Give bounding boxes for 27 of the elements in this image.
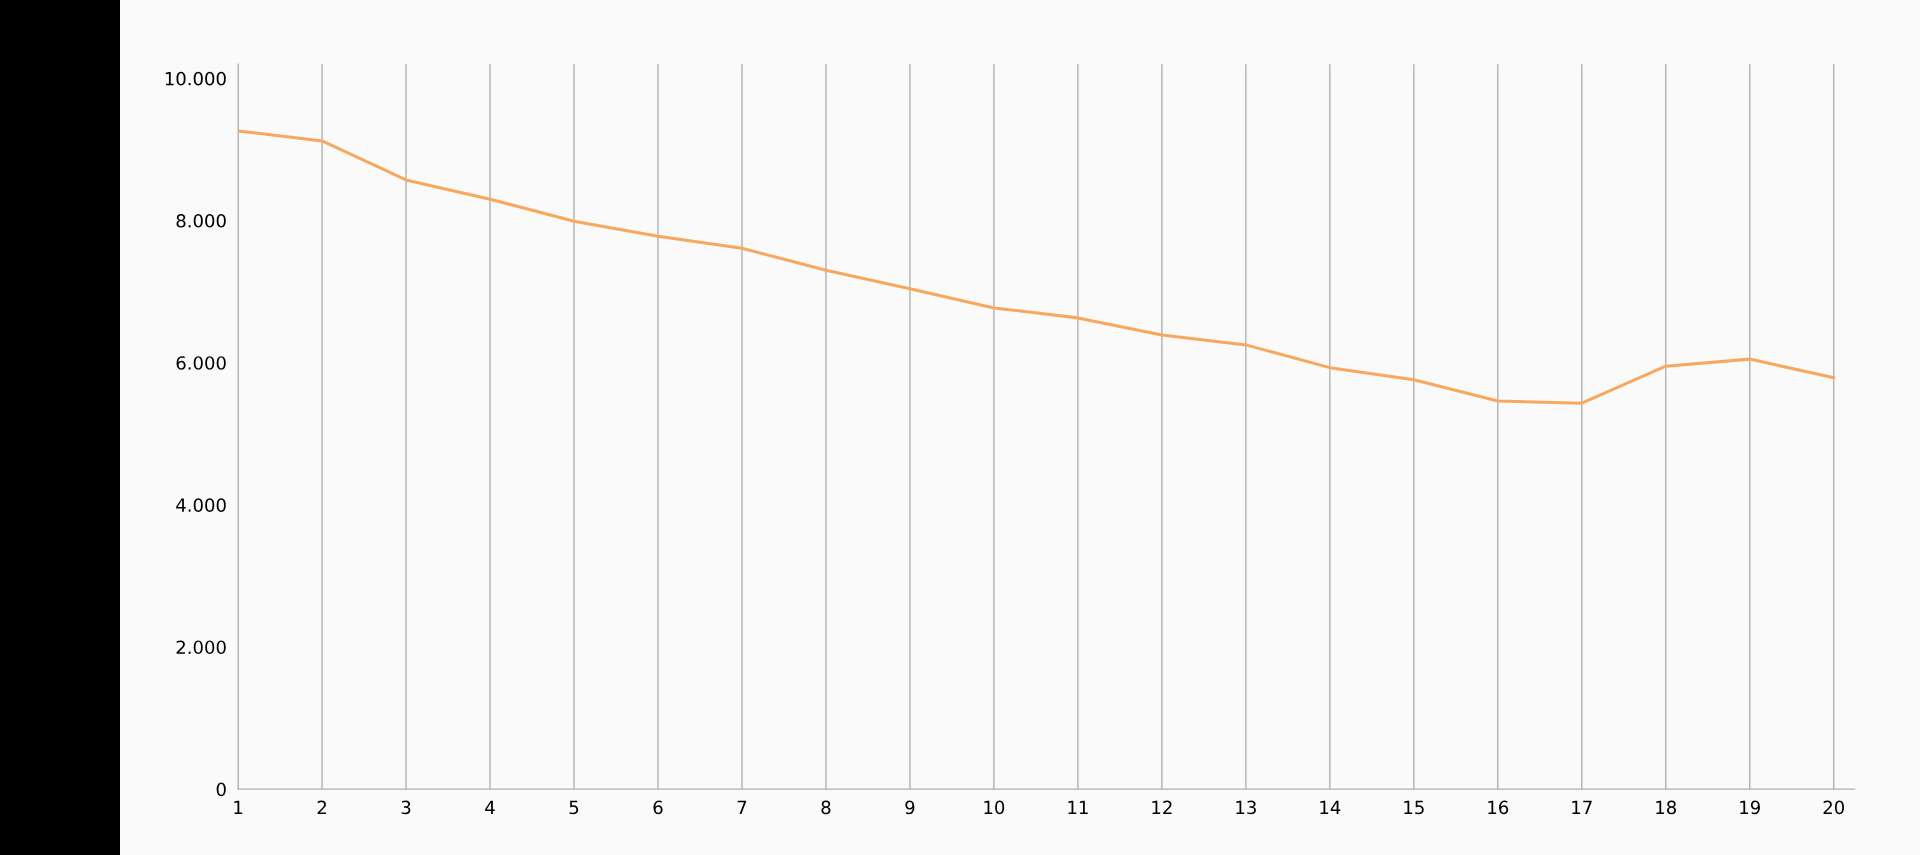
y-tick-label: 0: [216, 782, 226, 797]
x-tick-label: 7: [737, 800, 747, 814]
x-tick-label: 10: [984, 800, 1005, 815]
x-tick-label: 18: [1656, 800, 1677, 815]
y-tick-label: 2.000: [176, 640, 226, 655]
x-tick-label: 19: [1740, 800, 1760, 815]
x-tick-label: 4: [485, 800, 495, 814]
y-tick-label: 4.000: [176, 498, 226, 512]
x-tick-label: 5: [569, 800, 579, 815]
x-tick-label: 11: [1068, 800, 1088, 814]
x-tick-label: 12: [1152, 800, 1172, 814]
y-tick-label: 8.000: [176, 213, 226, 228]
x-tick-label: 16: [1488, 800, 1509, 815]
x-tick-label: 14: [1320, 800, 1341, 814]
y-tick-label: 6.000: [176, 356, 226, 370]
x-tick-label: 3: [401, 800, 411, 815]
x-tick-label: 6: [653, 800, 663, 815]
line-series: [238, 129, 1836, 405]
x-tick-label: 17: [1572, 800, 1592, 814]
x-tick-label: 8: [821, 800, 831, 815]
y-tick-label: 10.000: [165, 71, 226, 86]
x-tick-label: 15: [1404, 800, 1424, 815]
x-tick-label: 1: [234, 800, 243, 814]
x-tick-label: 9: [905, 800, 915, 815]
x-tick-label: 13: [1236, 800, 1256, 815]
x-tick-label: 20: [1823, 800, 1845, 815]
x-tick-label: 2: [317, 800, 326, 814]
